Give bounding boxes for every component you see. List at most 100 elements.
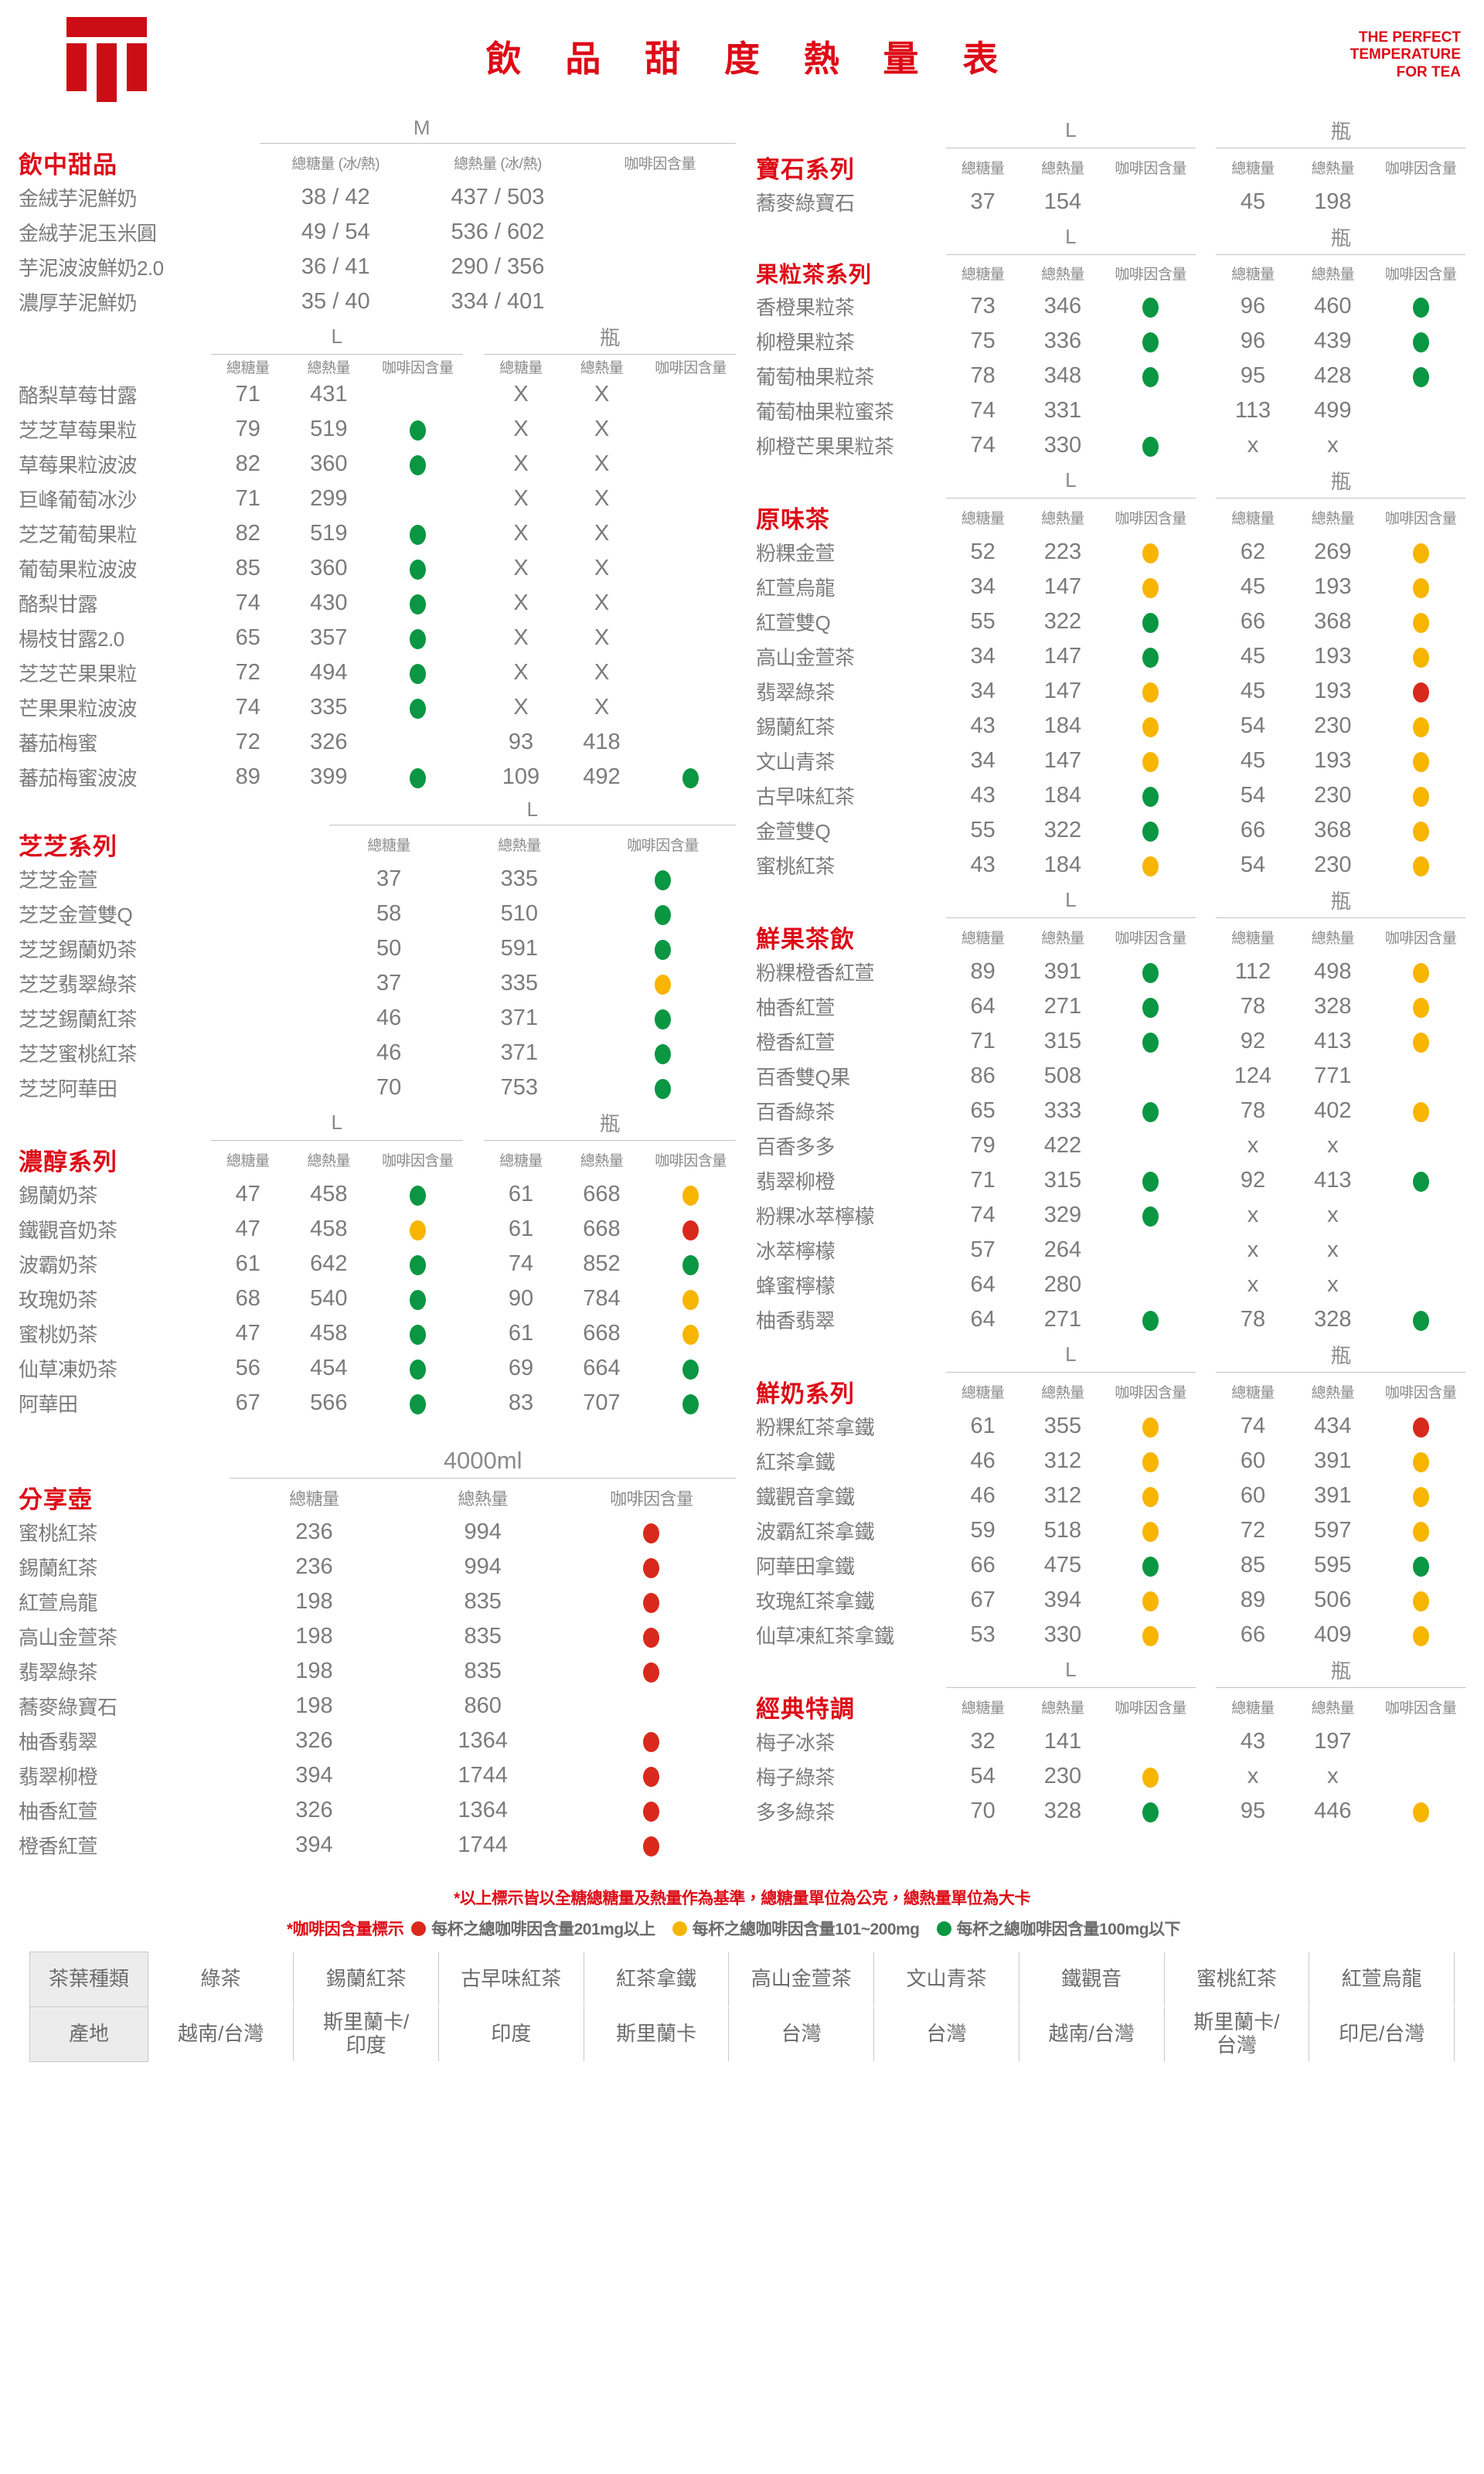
item-calorie-bottle: X: [594, 417, 610, 441]
item-caffeine: [584, 250, 736, 284]
item-sugar-bottle: x: [1247, 1203, 1259, 1227]
table-row: 芝芝葡萄果粒 82 519 X X: [19, 516, 736, 551]
item-sugar-bottle: x: [1247, 1272, 1259, 1297]
item-calorie-l: 458: [310, 1321, 348, 1346]
item-sugar-bottle: 95: [1240, 1798, 1266, 1823]
page-title: 飲 品 甜 度 熱 量 表: [485, 39, 1016, 79]
caffeine-dot-green: [409, 455, 426, 476]
spacer: [1196, 1059, 1217, 1094]
spacer: [1196, 848, 1217, 883]
item-name: 百香雙Q果: [756, 1066, 850, 1089]
caffeine-dot-green: [654, 870, 671, 891]
tea-origin-cell: 斯里蘭卡/台灣: [1163, 2006, 1310, 2061]
item-calorie-bottle: 852: [583, 1251, 621, 1276]
item-sugar-bottle: 113: [1234, 398, 1271, 423]
item-caffeine-l: [373, 1316, 463, 1351]
item-sugar-l: 47: [235, 1217, 260, 1241]
caffeine-dot-yellow: [1142, 682, 1159, 703]
caffeine-dot-green: [654, 1044, 671, 1065]
section-rich: L 瓶 濃醇系列 總糖量 總熱量 咖啡因含量 總糖量 總熱量 咖啡因含量 錫蘭奶茶…: [19, 1108, 736, 1421]
item-caffeine-bottle: [645, 725, 736, 760]
table-row: 仙草凍奶茶 56 454 69 664: [19, 1351, 736, 1386]
item-sugar-l: 46: [970, 1483, 996, 1508]
table-row: 芝芝草莓果粒 79 519 X X: [19, 412, 736, 447]
item-sugar-bottle: 66: [1240, 818, 1266, 842]
item-calorie-bottle: X: [594, 382, 610, 407]
col-header-sugar-b: 總糖量: [499, 360, 543, 376]
item-calorie-bottle: 413: [1314, 1029, 1352, 1053]
caffeine-dot-red: [643, 1836, 660, 1857]
item-name: 蜜桃奶茶: [19, 1323, 98, 1346]
tea-type-cell: 鐵觀音: [1018, 1952, 1165, 2006]
spacer: [1196, 1128, 1217, 1163]
spacer: [463, 1386, 484, 1421]
caffeine-dot-green: [409, 664, 426, 685]
col-header-cal-b: 總熱量: [1311, 161, 1355, 177]
spacer: [1196, 1198, 1217, 1233]
tea-origin-cell: 台灣: [728, 2006, 875, 2061]
col-header-cal-b: 總熱量: [1311, 931, 1355, 947]
spacer: [1196, 639, 1217, 674]
caffeine-dot-green: [682, 768, 699, 789]
item-caffeine-bottle: [1376, 955, 1465, 989]
item-calorie-l: 335: [500, 866, 539, 891]
section-fresh-fruit: L 瓶 鮮果茶飲 總糖量 總熱量 咖啡因含量 總糖量 總熱量 咖啡因含量 粉粿橙香…: [756, 886, 1465, 1337]
item-caffeine: [567, 1689, 736, 1724]
item-name: 葡萄果粒波波: [19, 558, 138, 581]
col-header-sugar-l: 總糖量: [961, 931, 1005, 947]
slogan-line-2: TEMPERATURE: [1350, 46, 1461, 63]
caffeine-dot-green: [1142, 963, 1159, 984]
item-name: 柚香翡翠: [19, 1730, 98, 1754]
item-name: 葡萄柚果粒茶: [756, 366, 875, 389]
size-label-l: L: [331, 1111, 342, 1134]
item-calorie-l: 518: [1043, 1518, 1082, 1543]
item-calorie-bottle: 230: [1314, 852, 1352, 877]
item-calorie-l: 331: [1043, 398, 1082, 423]
rows-gem: 蕎麥綠寶石 37 154 45 198: [756, 185, 1465, 219]
item-calorie-bottle: 230: [1314, 783, 1352, 808]
item-calorie: 1364: [458, 1728, 508, 1753]
item-calorie-bottle: 434: [1314, 1414, 1352, 1438]
table-original-tea: L 瓶 原味茶 總糖量 總熱量 咖啡因含量 總糖量 總熱量 咖啡因含量 粉粿金萱 5…: [756, 466, 1465, 883]
item-sugar-bottle: X: [513, 521, 529, 546]
legend-item-red: 每杯之總咖啡因含量201mg以上: [411, 1917, 655, 1940]
item-sugar-l: 65: [235, 625, 260, 650]
rows-fresh-fruit: 粉粿橙香紅萱 89 391 112 498 柚香紅萱 64 271 78 328 橙香紅萱 71 315…: [756, 955, 1465, 1337]
item-calorie-bottle: 193: [1314, 748, 1352, 773]
item-name: 波霸紅茶拿鐵: [756, 1520, 875, 1543]
item-sugar-l: 85: [235, 556, 260, 580]
item-name: 粉粿冰萃檸檬: [756, 1205, 875, 1228]
spacer: [1196, 289, 1217, 324]
item-sugar-l: 37: [376, 971, 402, 995]
tea-type-cell: 古早味紅茶: [437, 1952, 584, 2006]
item-calorie-l: 566: [310, 1390, 348, 1415]
size-label-bottle: 瓶: [599, 1112, 620, 1135]
item-caffeine-l: [590, 966, 736, 1001]
item-sugar-bottle: 61: [508, 1321, 534, 1346]
item-name: 酪梨草莓甘露: [19, 384, 138, 407]
table-row: 粉粿金萱 52 223 62 269: [756, 535, 1465, 570]
item-name: 古早味紅茶: [756, 785, 855, 808]
legend-text-yellow: 每杯之總咖啡因含量101~200mg: [692, 1921, 920, 1938]
tea-type-cell: 綠茶: [148, 1952, 294, 2006]
section-fruit-granule: L 瓶 果粒茶系列 總糖量 總熱量 咖啡因含量 總糖量 總熱量 咖啡因含量 香橙果…: [756, 223, 1465, 463]
item-sugar-bottle: 45: [1240, 679, 1266, 703]
item-calorie-l: 329: [1043, 1203, 1082, 1227]
item-caffeine-l: [373, 655, 463, 690]
item-name: 蕃茄梅蜜: [19, 732, 98, 755]
rows-fruit-slush: 酪梨草莓甘露 71 431 X X 芝芝草莓果粒 79 519 X X 草莓果粒波波 82 360 X X 巨…: [19, 377, 736, 795]
item-caffeine-bottle: [1376, 989, 1465, 1024]
item-calorie-l: 371: [500, 1040, 539, 1065]
table-row: 冰萃檸檬 57 264 x x: [756, 1233, 1465, 1268]
table-row: 芝芝翡翠綠茶 37 335: [19, 966, 736, 1001]
caffeine-dot-green: [654, 940, 671, 961]
caffeine-dot-red: [1412, 682, 1429, 703]
item-name: 多多綠茶: [756, 1801, 836, 1824]
tea-type-cell: 蜜桃紅茶: [1163, 1952, 1310, 2006]
item-sugar-l: 74: [970, 1203, 996, 1227]
col-header-caf-b: 咖啡因含量: [1384, 161, 1457, 177]
caffeine-dot-green: [409, 1186, 426, 1206]
item-caffeine-bottle: [1376, 709, 1465, 744]
item-sugar-l: 43: [970, 783, 996, 808]
table-cheese: L 芝芝系列 總糖量 總熱量 咖啡因含量 芝芝金萱 37 335 芝芝金萱雙Q 58 51…: [19, 798, 736, 1105]
